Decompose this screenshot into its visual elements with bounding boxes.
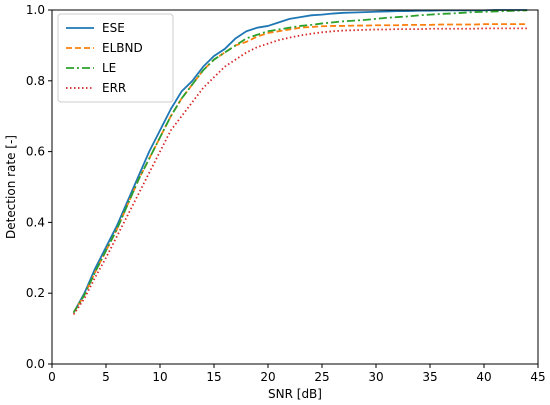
x-tick-label: 30 <box>368 370 383 384</box>
x-tick-label: 35 <box>422 370 437 384</box>
y-tick-label: 1.0 <box>26 3 45 17</box>
legend-label-ese: ESE <box>102 21 125 35</box>
x-tick-label: 0 <box>48 370 56 384</box>
x-tick-label: 20 <box>260 370 275 384</box>
x-tick-label: 40 <box>476 370 491 384</box>
legend-label-le: LE <box>102 61 116 75</box>
legend-box <box>57 13 174 103</box>
y-tick-label: 0.2 <box>26 286 45 300</box>
series-line-err <box>72 27 528 315</box>
legend-label-elbnd: ELBND <box>102 41 143 55</box>
y-tick-label: 0.0 <box>26 357 45 371</box>
x-tick-label: 45 <box>530 370 545 384</box>
x-tick-label: 10 <box>152 370 167 384</box>
y-axis-label: Detection rate [-] <box>4 135 18 239</box>
x-tick-label: 5 <box>102 370 110 384</box>
y-tick-label: 0.8 <box>26 74 45 88</box>
x-axis-label: SNR [dB] <box>268 387 322 401</box>
y-axis-ticks: 0.0 0.2 0.4 0.6 0.8 1.0 <box>26 3 52 371</box>
x-axis-ticks: 0 5 10 15 20 25 30 35 40 45 <box>48 364 546 384</box>
legend: ESE ELBND LE ERR <box>57 13 174 103</box>
y-tick-label: 0.4 <box>26 215 45 229</box>
legend-label-err: ERR <box>102 81 126 95</box>
plot-frame <box>51 9 539 365</box>
x-tick-label: 15 <box>206 370 221 384</box>
x-tick-label: 25 <box>314 370 329 384</box>
y-tick-label: 0.6 <box>26 145 45 159</box>
series-line-le <box>72 9 528 314</box>
